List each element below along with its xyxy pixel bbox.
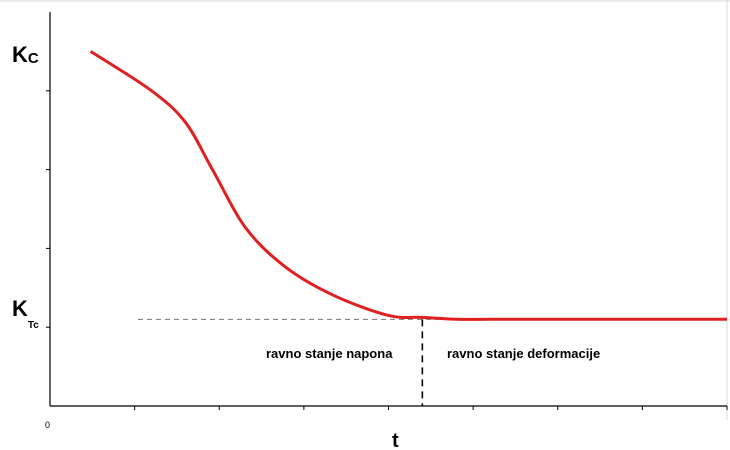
series-line-kc [89, 50, 727, 321]
origin-tick-label: 0 [45, 420, 50, 430]
x-axis-ticks [134, 406, 728, 410]
y-label-ktc: KTc [12, 296, 39, 331]
region-label-plane-strain: ravno stanje deformacije [447, 346, 600, 361]
y-label-kc: KC [12, 42, 39, 67]
region-label-plane-stress: ravno stanje napona [266, 346, 393, 361]
x-axis-label: t [392, 430, 399, 450]
y-axis-ticks [46, 90, 50, 328]
